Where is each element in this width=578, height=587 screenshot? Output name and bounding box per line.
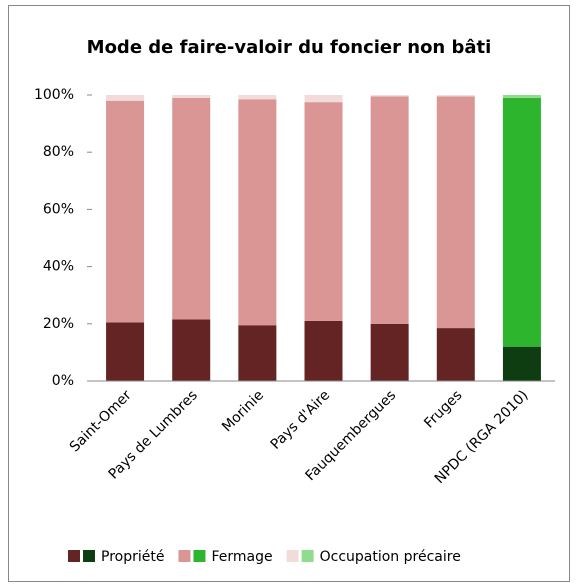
bar-segment <box>502 346 541 381</box>
y-tick-label: 40% <box>43 259 74 275</box>
y-tick-label: 20% <box>43 316 74 332</box>
bar-segment <box>436 95 475 97</box>
legend-swatch <box>83 550 95 562</box>
chart-title: Mode de faire-valoir du foncier non bâti <box>87 37 492 58</box>
bar-segment <box>106 100 145 323</box>
bar-segment <box>172 95 211 98</box>
bar-segment <box>238 325 277 381</box>
bar-segment <box>502 95 541 98</box>
bar-segment <box>436 328 475 381</box>
legend-label: Propriété <box>101 549 164 565</box>
legend-swatch <box>193 550 206 562</box>
bar-segment <box>172 97 211 320</box>
bar-segment <box>238 99 277 326</box>
legend-swatch <box>301 550 314 562</box>
bar-segment <box>502 97 541 347</box>
bar-segment <box>436 96 475 329</box>
y-tick-label: 100% <box>34 87 74 103</box>
bar-segment <box>370 95 409 97</box>
legend-swatch <box>286 550 299 562</box>
y-tick-label: 60% <box>43 201 74 217</box>
legend-swatch <box>178 550 191 562</box>
bar-segment <box>304 320 343 381</box>
bar-segment <box>370 96 409 324</box>
legend-label: Fermage <box>211 549 272 565</box>
bar-segment <box>106 95 145 101</box>
y-tick-label: 80% <box>43 144 74 160</box>
legend-label: Occupation précaire <box>320 549 461 565</box>
bar-segment <box>172 319 211 381</box>
y-tick-label: 0% <box>52 373 74 389</box>
legend-swatch <box>68 550 80 562</box>
bar-segment <box>304 102 343 321</box>
chart-frame <box>8 5 570 582</box>
bar-segment <box>238 95 277 100</box>
bar-segment <box>304 95 343 103</box>
bar-segment <box>370 323 409 381</box>
bar-segment <box>106 322 145 381</box>
